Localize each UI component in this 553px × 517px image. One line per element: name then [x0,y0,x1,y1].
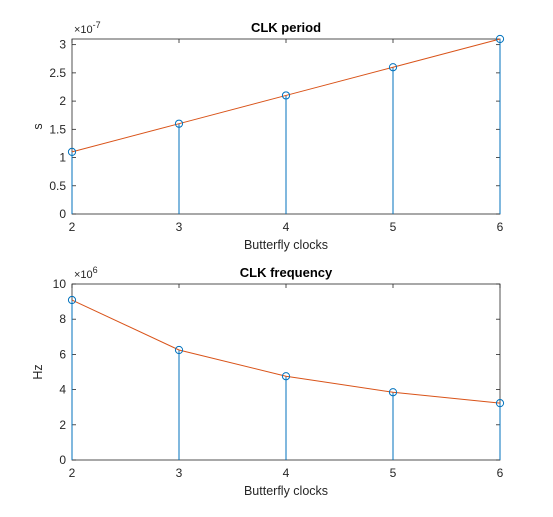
y-tick-label: 3 [59,38,66,52]
stem-marker [67,295,77,305]
y-tick-label: 0 [59,207,66,221]
y-tick-label: 10 [53,277,67,291]
y-tick-label: 2.5 [49,66,66,80]
y-tick-label: 2 [59,418,66,432]
stem-marker [174,119,184,128]
series-line [71,299,501,404]
y-tick-label: 0.5 [49,179,66,193]
y-axis-label: Hz [31,364,45,379]
stem-marker [281,91,291,100]
stem-marker [67,147,77,157]
x-tick-label: 4 [283,466,290,480]
stem-marker [388,63,398,72]
x-tick-label: 6 [497,220,504,234]
x-tick-label: 3 [176,220,183,234]
x-tick-label: 4 [283,220,290,234]
x-axis-label: Butterfly clocks [244,484,328,498]
x-tick-label: 6 [497,466,504,480]
series-line [71,38,501,153]
y-tick-label: 8 [59,312,66,326]
y-tick-label: 0 [59,453,66,467]
stem-marker [388,388,398,397]
y-tick-label: 6 [59,347,66,361]
stem-marker [495,34,505,44]
y-tick-label: 4 [59,383,66,397]
x-tick-label: 5 [390,466,397,480]
stem-marker [281,372,291,381]
y-tick-label: 1.5 [49,122,66,136]
x-tick-label: 5 [390,220,397,234]
x-axis-label: Butterfly clocks [244,238,328,252]
x-tick-label: 2 [69,220,76,234]
y-axis-label: s [31,123,45,129]
y-tick-label: 1 [59,151,66,165]
y-exponent-label: ×106 [74,265,98,281]
x-tick-label: 3 [176,466,183,480]
x-tick-label: 2 [69,466,76,480]
stem-marker [174,345,184,355]
chart-1: 2 3 4 5 6 0 0.5 1 1.5 2 2.5 3 ×10-7 CLK period Butterf… [31,20,505,252]
y-tick-label: 2 [59,94,66,108]
chart-title: CLK period [251,20,321,35]
stem-marker [495,399,505,408]
chart-title: CLK frequency [240,265,333,280]
y-exponent-label: ×10-7 [74,20,101,36]
